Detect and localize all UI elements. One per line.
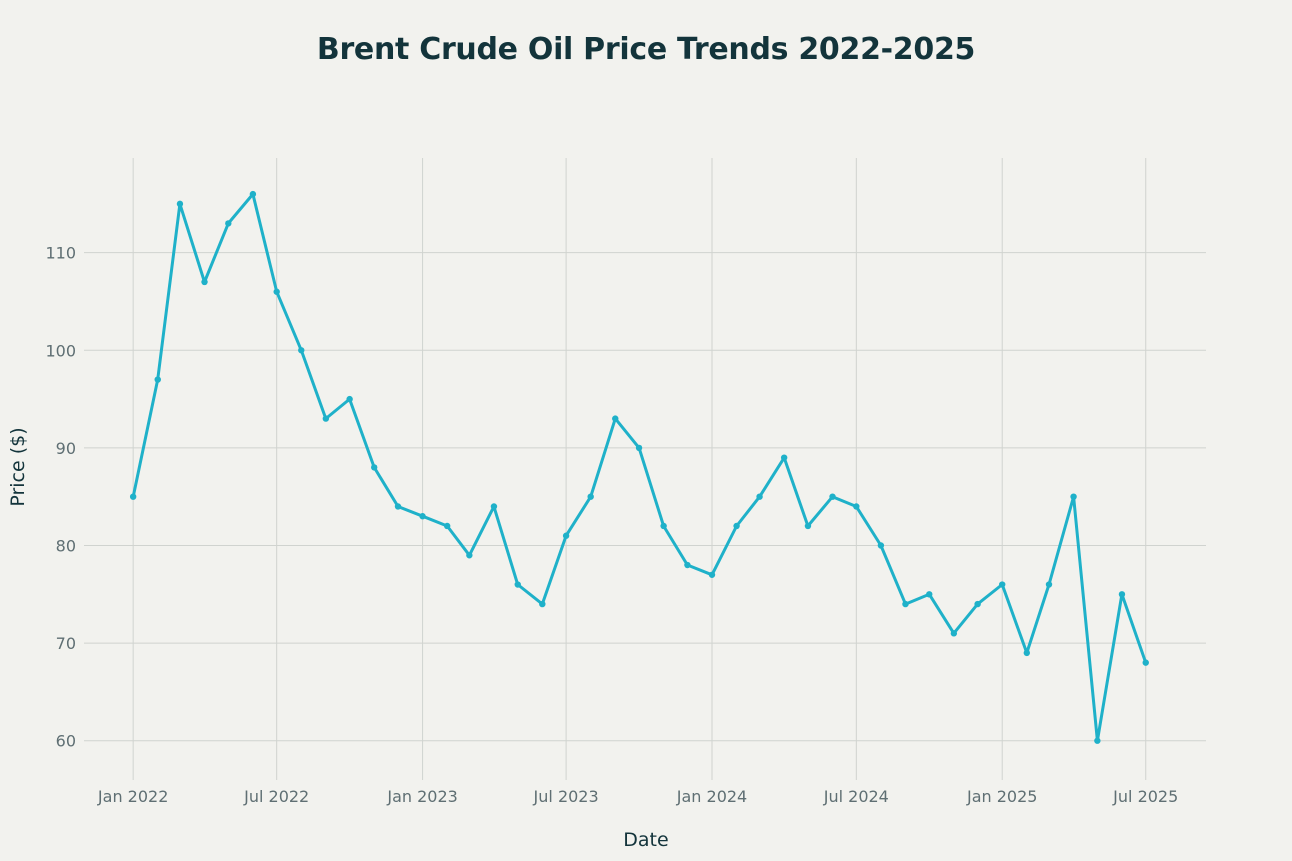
data-point[interactable] xyxy=(322,415,330,422)
data-point[interactable] xyxy=(298,347,305,354)
data-point[interactable] xyxy=(660,522,667,530)
y-tick-label: 90 xyxy=(56,439,76,458)
data-point[interactable] xyxy=(708,571,716,578)
data-point[interactable] xyxy=(1142,659,1149,666)
data-point[interactable] xyxy=(902,600,909,608)
x-tick-label: Jan 2023 xyxy=(386,787,457,806)
data-point[interactable] xyxy=(974,600,981,608)
x-tick-label: Jul 2025 xyxy=(1112,787,1178,806)
data-point[interactable] xyxy=(1070,493,1077,500)
vertical-gridlines xyxy=(132,158,1147,780)
data-point[interactable] xyxy=(129,493,137,500)
y-tick-label: 60 xyxy=(56,732,76,751)
data-point[interactable] xyxy=(756,493,763,500)
data-point[interactable] xyxy=(514,581,521,588)
data-point[interactable] xyxy=(804,522,812,530)
data-point[interactable] xyxy=(1094,737,1101,744)
data-point[interactable] xyxy=(225,220,232,227)
chart-title: Brent Crude Oil Price Trends 2022-2025 xyxy=(316,32,976,67)
data-point[interactable] xyxy=(612,415,619,422)
data-point[interactable] xyxy=(466,552,473,559)
horizontal-gridlines xyxy=(84,252,1206,742)
data-point[interactable] xyxy=(394,503,402,510)
y-axis-label: Price ($) xyxy=(7,427,29,506)
data-point[interactable] xyxy=(999,581,1006,588)
data-point[interactable] xyxy=(877,542,885,549)
series-line xyxy=(131,192,1148,743)
y-tick-label: 100 xyxy=(45,341,76,360)
data-point[interactable] xyxy=(249,190,257,198)
data-point[interactable] xyxy=(829,493,836,500)
x-tick-label: Jul 2024 xyxy=(823,787,889,806)
x-tick-labels: Jan 2022 Jul 2022 Jan 2023 Jul 2023 Jan 2024… xyxy=(97,787,1178,806)
data-point[interactable] xyxy=(1118,591,1126,598)
data-point[interactable] xyxy=(490,503,498,510)
data-point[interactable] xyxy=(443,522,451,530)
data-point[interactable] xyxy=(1023,649,1030,657)
data-point[interactable] xyxy=(562,532,570,539)
data-point[interactable] xyxy=(176,200,184,208)
y-tick-labels: 60 70 80 90 100 110 xyxy=(45,244,76,751)
x-tick-label: Jan 2024 xyxy=(676,787,747,806)
data-point[interactable] xyxy=(371,464,378,471)
data-point[interactable] xyxy=(201,278,208,286)
data-point[interactable] xyxy=(926,591,933,598)
data-point[interactable] xyxy=(780,454,788,461)
x-tick-label: Jan 2022 xyxy=(97,787,168,806)
x-tick-label: Jul 2022 xyxy=(243,787,309,806)
x-axis-label: Date xyxy=(623,829,668,851)
data-point[interactable] xyxy=(950,630,958,637)
series-layer xyxy=(129,190,1149,744)
data-point[interactable] xyxy=(1045,581,1053,588)
data-point[interactable] xyxy=(539,600,546,608)
x-tick-label: Jan 2025 xyxy=(966,787,1037,806)
data-point[interactable] xyxy=(587,493,594,500)
data-point[interactable] xyxy=(635,444,643,452)
data-point[interactable] xyxy=(419,513,426,520)
data-point[interactable] xyxy=(684,561,691,569)
data-point[interactable] xyxy=(346,395,353,403)
data-point[interactable] xyxy=(853,503,860,510)
data-point[interactable] xyxy=(273,288,280,295)
y-tick-label: 70 xyxy=(56,634,76,653)
y-tick-label: 110 xyxy=(45,244,76,263)
x-tick-label: Jul 2023 xyxy=(533,787,599,806)
data-point[interactable] xyxy=(154,376,161,383)
data-point[interactable] xyxy=(733,522,740,530)
y-tick-label: 80 xyxy=(56,537,76,556)
